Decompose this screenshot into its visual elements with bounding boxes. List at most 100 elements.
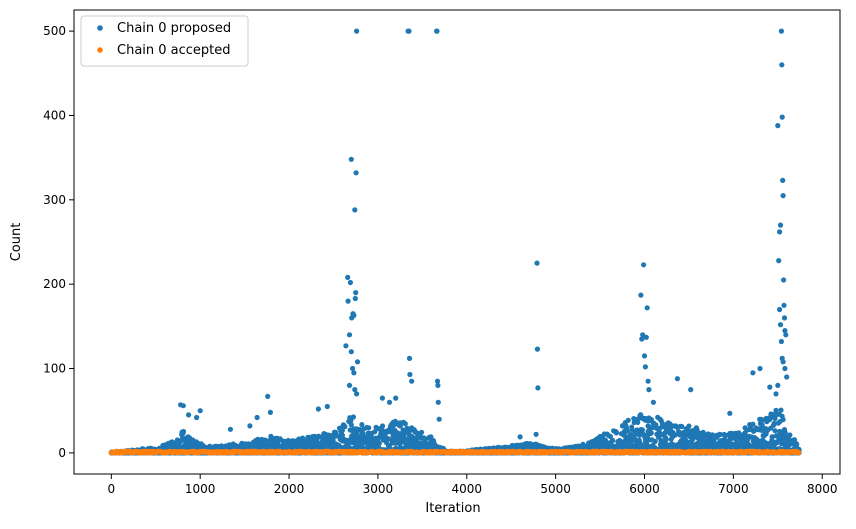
proposed-point bbox=[352, 295, 358, 302]
x-tick-label: 3000 bbox=[363, 482, 394, 496]
proposed-point bbox=[434, 378, 441, 384]
proposed-point bbox=[625, 417, 631, 423]
proposed-point bbox=[385, 436, 391, 442]
y-tick-label: 400 bbox=[43, 108, 66, 122]
proposed-point bbox=[376, 440, 382, 446]
proposed-point bbox=[422, 437, 428, 443]
legend: Chain 0 proposed Chain 0 accepted bbox=[80, 15, 249, 67]
proposed-point bbox=[267, 409, 273, 415]
proposed-point bbox=[180, 403, 186, 409]
proposed-point bbox=[778, 338, 785, 345]
proposed-point bbox=[343, 343, 349, 349]
proposed-point bbox=[769, 434, 776, 440]
proposed-point bbox=[648, 430, 654, 436]
proposed-point bbox=[350, 414, 356, 420]
proposed-point bbox=[435, 382, 441, 388]
proposed-point bbox=[324, 403, 330, 410]
proposed-point bbox=[342, 424, 348, 430]
proposed-point bbox=[346, 382, 353, 388]
x-tick-label: 2000 bbox=[274, 482, 305, 496]
proposed-point bbox=[781, 277, 787, 283]
proposed-point bbox=[535, 385, 541, 391]
x-tick-label: 7000 bbox=[718, 482, 749, 496]
x-tick-label: 0 bbox=[108, 482, 116, 496]
proposed-point bbox=[686, 423, 692, 429]
proposed-point bbox=[386, 399, 393, 405]
proposed-point bbox=[607, 433, 614, 440]
proposed-point bbox=[379, 395, 385, 401]
proposed-point bbox=[347, 279, 353, 286]
axes-frame bbox=[73, 9, 841, 475]
proposed-point bbox=[779, 62, 785, 68]
proposed-point bbox=[640, 430, 646, 436]
proposed-point bbox=[372, 429, 378, 435]
accepted-point bbox=[796, 450, 802, 456]
proposed-point bbox=[434, 28, 440, 34]
proposed-point bbox=[609, 438, 616, 444]
proposed-point bbox=[778, 407, 784, 413]
proposed-point bbox=[353, 170, 359, 176]
proposed-point bbox=[419, 429, 425, 435]
proposed-point bbox=[777, 306, 783, 313]
proposed-point bbox=[186, 412, 192, 418]
proposed-point bbox=[348, 156, 354, 162]
proposed-point bbox=[379, 423, 386, 429]
proposed-point bbox=[640, 332, 646, 338]
proposed-point bbox=[254, 414, 260, 421]
proposed-point bbox=[345, 298, 351, 304]
x-tick-label: 8000 bbox=[807, 482, 838, 496]
proposed-point bbox=[782, 365, 788, 372]
x-tick-label: 4000 bbox=[452, 482, 483, 496]
proposed-point bbox=[354, 391, 360, 397]
proposed-point bbox=[767, 384, 773, 390]
proposed-point bbox=[534, 346, 541, 352]
proposed-point bbox=[780, 177, 786, 183]
proposed-point bbox=[366, 425, 372, 431]
proposed-point bbox=[777, 229, 783, 235]
proposed-point bbox=[750, 370, 756, 376]
proposed-point bbox=[402, 421, 408, 427]
proposed-point bbox=[781, 302, 787, 308]
proposed-point bbox=[265, 393, 271, 399]
proposed-point bbox=[787, 432, 793, 438]
proposed-point bbox=[694, 427, 700, 433]
proposed-point bbox=[197, 408, 203, 414]
series-accepted bbox=[108, 448, 802, 456]
proposed-point bbox=[352, 387, 358, 393]
proposed-point bbox=[346, 332, 353, 338]
proposed-point bbox=[777, 222, 784, 228]
legend-marker-proposed bbox=[97, 25, 103, 31]
proposed-point bbox=[409, 378, 415, 384]
proposed-point bbox=[641, 353, 648, 359]
proposed-point bbox=[750, 421, 756, 427]
legend-box bbox=[80, 15, 249, 67]
proposed-point bbox=[723, 432, 729, 438]
y-tick-label: 100 bbox=[43, 362, 66, 376]
proposed-point bbox=[315, 406, 321, 412]
proposed-point bbox=[631, 416, 637, 422]
series-proposed bbox=[108, 28, 802, 456]
proposed-point bbox=[674, 376, 681, 382]
proposed-point bbox=[644, 305, 650, 311]
proposed-point bbox=[354, 359, 361, 365]
proposed-point bbox=[780, 359, 786, 365]
proposed-point bbox=[345, 274, 351, 280]
proposed-point bbox=[632, 436, 638, 442]
proposed-point bbox=[772, 428, 778, 434]
proposed-point bbox=[776, 258, 782, 264]
proposed-point bbox=[757, 365, 763, 372]
proposed-point bbox=[352, 207, 358, 213]
legend-label-accepted: Chain 0 accepted bbox=[117, 43, 231, 58]
x-tick-label: 1000 bbox=[185, 482, 216, 496]
y-tick-label: 0 bbox=[58, 446, 66, 460]
proposed-point bbox=[359, 422, 365, 428]
proposed-point bbox=[397, 423, 403, 429]
proposed-point bbox=[330, 437, 336, 443]
proposed-point bbox=[642, 364, 649, 370]
proposed-point bbox=[351, 370, 357, 376]
proposed-point bbox=[624, 428, 631, 434]
proposed-point bbox=[534, 260, 540, 266]
